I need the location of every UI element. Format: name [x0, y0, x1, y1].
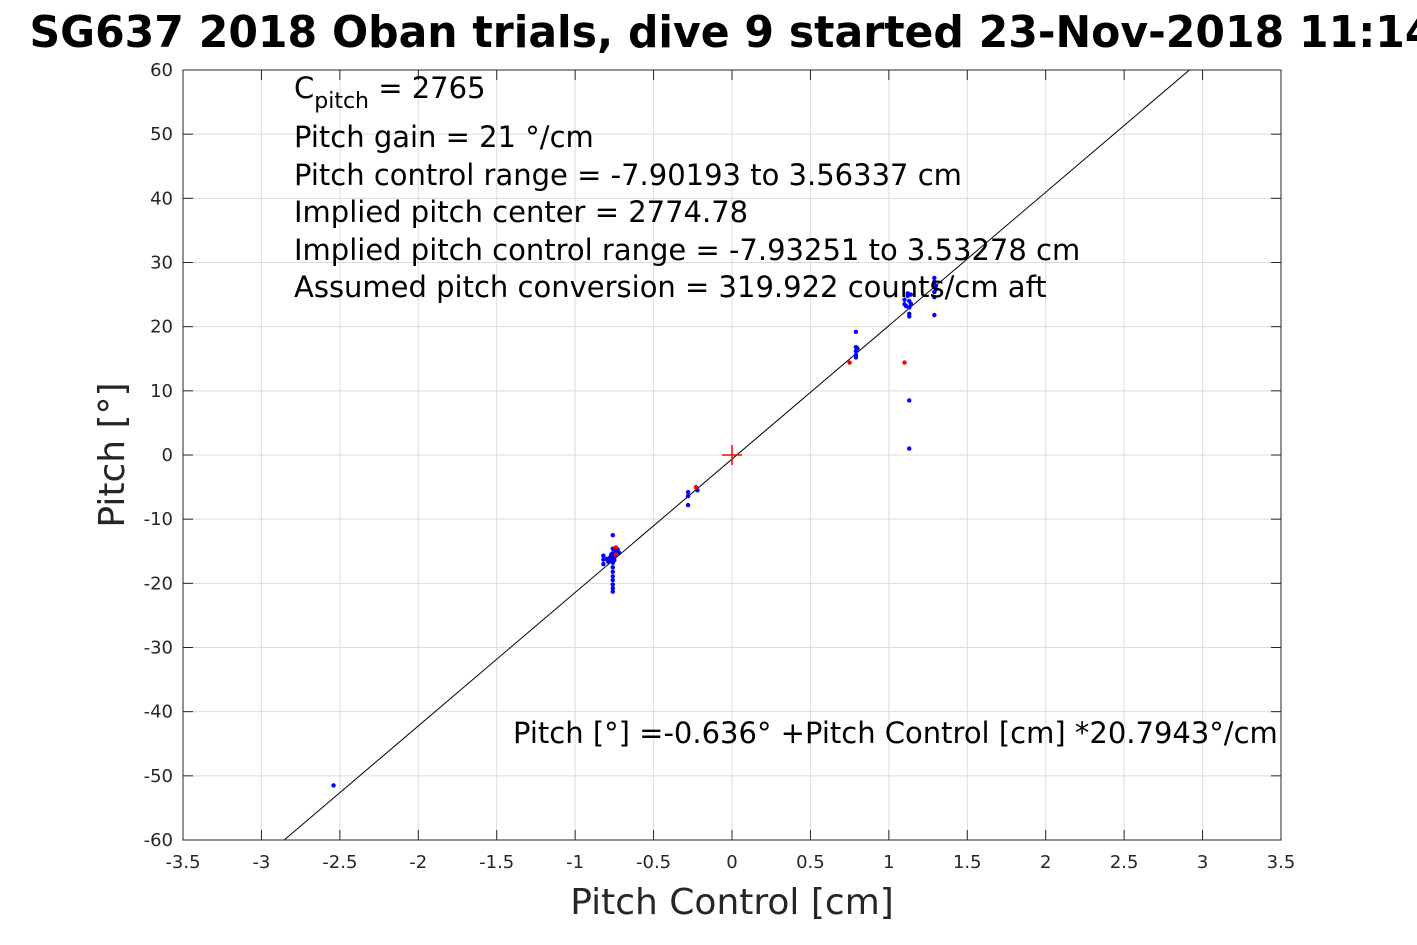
implied-center-annotation: Implied pitch center = 2774.78 [294, 195, 748, 229]
data-point [331, 783, 336, 788]
x-tick-label: 1 [883, 852, 894, 873]
data-point [933, 287, 939, 292]
data-point [610, 586, 615, 591]
x-tick-label: 2.5 [1110, 852, 1139, 873]
y-tick-label: 10 [150, 381, 173, 402]
x-tick-label: -2 [409, 852, 427, 873]
data-point [610, 589, 615, 594]
data-point [847, 360, 852, 365]
data-points [331, 275, 939, 788]
data-point [907, 398, 912, 403]
data-point [855, 346, 860, 351]
data-point [685, 502, 691, 508]
x-tick-label: 0.5 [796, 852, 825, 873]
y-tick-label: -60 [144, 830, 173, 851]
y-tick-label: 60 [150, 60, 173, 81]
x-tick-label: 3 [1197, 852, 1208, 873]
data-point [601, 553, 606, 558]
conversion-annotation: Assumed pitch conversion = 319.922 count… [294, 270, 1047, 304]
data-point [610, 533, 615, 538]
pitch-control-range-annotation: Pitch control range = -7.90193 to 3.5633… [294, 158, 962, 192]
x-tick-label: -3.5 [165, 852, 200, 873]
data-point [907, 446, 912, 451]
data-point [908, 301, 914, 306]
y-axis-label: Pitch [°] [92, 382, 133, 527]
y-tick-label: -20 [144, 573, 173, 594]
data-point [902, 360, 907, 365]
data-point [613, 552, 619, 557]
chart-title: SG637 2018 Oban trials, dive 9 started 2… [30, 7, 1417, 58]
data-point [610, 574, 615, 579]
pitch-gain-annotation: Pitch gain = 21 °/cm [294, 120, 594, 154]
data-point [932, 294, 937, 300]
fit-equation-annotation: Pitch [°] =-0.636° +Pitch Control [cm] *… [513, 716, 1278, 750]
data-point [932, 312, 937, 318]
data-point [685, 493, 691, 499]
data-point [609, 558, 614, 564]
tick-marks [182, 69, 1282, 841]
cpitch-annotation: Cpitch = 2765 [294, 71, 486, 114]
x-tick-label: 1.5 [953, 852, 982, 873]
data-point [601, 561, 606, 567]
data-point [693, 484, 699, 490]
x-tick-label: -1 [566, 852, 584, 873]
x-tick-label: 0 [726, 852, 737, 873]
data-point [932, 279, 937, 284]
data-point [932, 275, 937, 281]
y-tick-label: 50 [150, 124, 173, 145]
implied-range-annotation: Implied pitch control range = -7.93251 t… [294, 233, 1080, 267]
data-point [907, 305, 912, 310]
data-point [609, 552, 614, 557]
y-tick-label: -50 [144, 766, 173, 787]
data-point [613, 545, 619, 550]
x-tick-label: -2.5 [322, 852, 357, 873]
y-tick-label: 20 [150, 317, 173, 338]
data-point [610, 582, 615, 587]
data-point [685, 490, 691, 495]
x-tick-label: 3.5 [1267, 852, 1296, 873]
data-point [908, 292, 914, 297]
data-point [902, 297, 907, 302]
data-point [853, 329, 859, 334]
y-tick-label: 30 [150, 253, 173, 274]
data-point [610, 569, 615, 574]
center-marker-group [722, 445, 742, 465]
x-tick-label: 2 [1040, 852, 1051, 873]
x-tick-label: -3 [252, 852, 270, 873]
x-tick-label: -1.5 [479, 852, 514, 873]
data-point [610, 565, 615, 570]
data-point [933, 283, 939, 288]
y-tick-label: 0 [162, 445, 173, 466]
y-tick-label: 40 [150, 188, 173, 209]
data-point [853, 355, 859, 360]
y-tick-label: -40 [144, 702, 173, 723]
x-tick-label: -0.5 [636, 852, 671, 873]
x-tick-labels: -3.5 -3 -2.5 -2 -1.5 -1 -0.5 0 0.5 1 1.5 2 2.5 3 3.5 [165, 852, 1295, 873]
x-axis-label: Pitch Control [cm] [570, 882, 894, 923]
data-point [907, 314, 912, 319]
data-point [610, 577, 615, 583]
y-tick-label: -30 [144, 638, 173, 659]
y-tick-labels: -60 -50 -40 -30 -20 -10 0 10 20 30 40 50 60 [144, 60, 173, 851]
y-tick-label: -10 [144, 509, 173, 530]
